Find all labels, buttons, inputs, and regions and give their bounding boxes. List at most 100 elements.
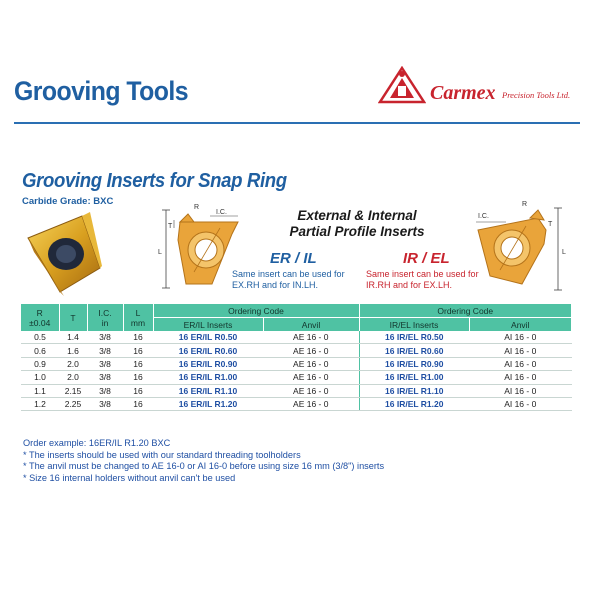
ir-el-note: Same insert can be used for IR.RH and fo… (366, 269, 479, 290)
cell-t: 1.6 (59, 343, 87, 358)
cell-r: 1.2 (21, 397, 59, 412)
cell-r: 1.0 (21, 370, 59, 385)
table-row: 1.0 2.0 3/8 16 16 ER/IL R1.00 AE 16 - 0 … (21, 370, 572, 385)
cell-r: 0.9 (21, 357, 59, 372)
table-row: 1.2 2.25 3/8 16 16 ER/IL R1.20 AE 16 - 0… (21, 397, 572, 412)
cell-er-code: 16 ER/IL R1.20 (153, 397, 263, 412)
cell-anvil-left: AE 16 - 0 (263, 370, 360, 385)
cell-ic: 3/8 (87, 343, 123, 358)
cell-t: 1.4 (59, 331, 87, 345)
cell-l: 16 (123, 343, 153, 358)
header-divider (14, 122, 580, 124)
col-header-ic: I.C. in (87, 304, 124, 331)
page-title: Grooving Tools (14, 76, 189, 106)
note-anvil: * The anvil must be changed to AE 16-0 o… (23, 461, 385, 471)
er-il-title: ER / IL (270, 250, 317, 267)
cell-er-code: 16 ER/IL R1.10 (153, 384, 263, 398)
ordering-code-header-right: Ordering Code (359, 304, 573, 318)
cell-anvil-right: AI 16 - 0 (469, 397, 572, 412)
profile-title-line2: Partial Profile Inserts (289, 224, 425, 239)
ir-diagram-ic-label: I.C. (478, 213, 489, 220)
cell-ir-code: 16 IR/EL R0.60 (358, 343, 470, 358)
cell-t: 2.0 (59, 357, 87, 372)
table-row: 0.6 1.6 3/8 16 16 ER/IL R0.60 AE 16 - 0 … (21, 343, 572, 358)
col-header-ic-label: I.C. (98, 307, 112, 318)
ir-diagram-r-label: R (522, 201, 527, 208)
cell-l: 16 (123, 357, 153, 372)
cell-ir-code: 16 IR/EL R1.10 (358, 384, 470, 398)
brand-name: Carmex (430, 82, 496, 104)
profile-title-line1: External & Internal (297, 208, 417, 223)
col-header-ir-inserts: IR/EL Inserts (359, 317, 470, 331)
er-insert-diagram: R T I.C. L (158, 204, 239, 289)
cell-anvil-right: AI 16 - 0 (469, 357, 572, 372)
col-header-t: T (59, 304, 88, 331)
col-header-l: L mm (123, 304, 154, 331)
cell-t: 2.25 (59, 397, 87, 412)
er-diagram-t-label: T (168, 223, 173, 230)
ir-el-title: IR / EL (403, 250, 450, 267)
carmex-logo-icon (378, 66, 426, 104)
cell-anvil-left: AE 16 - 0 (263, 384, 360, 398)
ir-insert-diagram: R I.C. T L (476, 201, 566, 291)
cell-er-code: 16 ER/IL R0.90 (153, 357, 263, 372)
col-header-er-inserts: ER/IL Inserts (153, 317, 264, 331)
col-header-anvil-left: Anvil (263, 317, 360, 331)
er-diagram-ic-label: I.C. (216, 209, 227, 216)
cell-ic: 3/8 (87, 370, 123, 385)
note-internal-holders: * Size 16 internal holders without anvil… (23, 472, 236, 483)
order-example: Order example: 16ER/IL R1.20 BXC (23, 438, 171, 448)
cell-ic: 3/8 (87, 384, 123, 398)
cell-ir-code: 16 IR/EL R1.00 (358, 370, 470, 385)
cell-ic: 3/8 (87, 397, 123, 412)
table-row: 1.1 2.15 3/8 16 16 ER/IL R1.10 AE 16 - 0… (21, 384, 572, 398)
col-header-r-label: R (36, 307, 43, 318)
cell-ic: 3/8 (87, 357, 123, 372)
cell-ic: 3/8 (87, 331, 123, 345)
ir-diagram-t-label: T (548, 221, 553, 228)
cell-anvil-right: AI 16 - 0 (469, 384, 572, 398)
table-row: 0.9 2.0 3/8 16 16 ER/IL R0.90 AE 16 - 0 … (21, 357, 572, 372)
notes-block: Order example: 16ER/IL R1.20 BXC * The i… (23, 438, 384, 484)
cell-t: 2.15 (59, 384, 87, 398)
note-toolholders: * The inserts should be used with our st… (23, 449, 301, 460)
cell-ir-code: 16 IR/EL R0.90 (358, 357, 470, 372)
cell-l: 16 (123, 397, 153, 412)
cell-r: 1.1 (21, 384, 59, 398)
cell-r: 0.5 (21, 331, 59, 345)
cell-anvil-left: AE 16 - 0 (263, 331, 360, 345)
cell-l: 16 (123, 331, 153, 345)
er-diagram-r-label: R (194, 204, 199, 211)
cell-anvil-left: AE 16 - 0 (263, 343, 360, 358)
profile-title: External & Internal Partial Profile Inse… (272, 208, 442, 240)
cell-anvil-right: AI 16 - 0 (469, 370, 572, 385)
col-header-l-unit: mm (130, 317, 146, 328)
col-header-r: R ±0.04 (21, 304, 60, 331)
cell-ir-code: 16 IR/EL R0.50 (358, 331, 470, 345)
col-header-l-label: L (135, 307, 141, 318)
cell-er-code: 16 ER/IL R0.50 (153, 331, 263, 345)
section-title: Grooving Inserts for Snap Ring (22, 170, 287, 192)
col-header-r-unit: ±0.04 (29, 317, 51, 328)
cell-l: 16 (123, 370, 153, 385)
er-il-note: Same insert can be used for EX.RH and fo… (232, 269, 345, 290)
cell-er-code: 16 ER/IL R0.60 (153, 343, 263, 358)
cell-l: 16 (123, 384, 153, 398)
ordering-code-header-left: Ordering Code (153, 304, 360, 318)
cell-r: 0.6 (21, 343, 59, 358)
ordering-table: R ±0.04 T I.C. in L mm Ordering Code Ord… (21, 304, 573, 412)
brand-subtitle: Precision Tools Ltd. (502, 90, 571, 100)
cell-t: 2.0 (59, 370, 87, 385)
cell-anvil-left: AE 16 - 0 (263, 357, 360, 372)
insert-photo-icon (27, 212, 102, 296)
cell-anvil-left: AE 16 - 0 (263, 397, 360, 412)
ir-diagram-l-label: L (562, 249, 566, 256)
er-diagram-l-label: L (158, 249, 162, 256)
carbide-grade: Carbide Grade: BXC (22, 196, 114, 207)
col-header-anvil-right: Anvil (469, 317, 573, 331)
col-header-ic-unit: in (101, 317, 109, 328)
cell-anvil-right: AI 16 - 0 (469, 331, 572, 345)
table-row: 0.5 1.4 3/8 16 16 ER/IL R0.50 AE 16 - 0 … (21, 331, 572, 345)
cell-er-code: 16 ER/IL R1.00 (153, 370, 263, 385)
cell-ir-code: 16 IR/EL R1.20 (358, 397, 470, 412)
